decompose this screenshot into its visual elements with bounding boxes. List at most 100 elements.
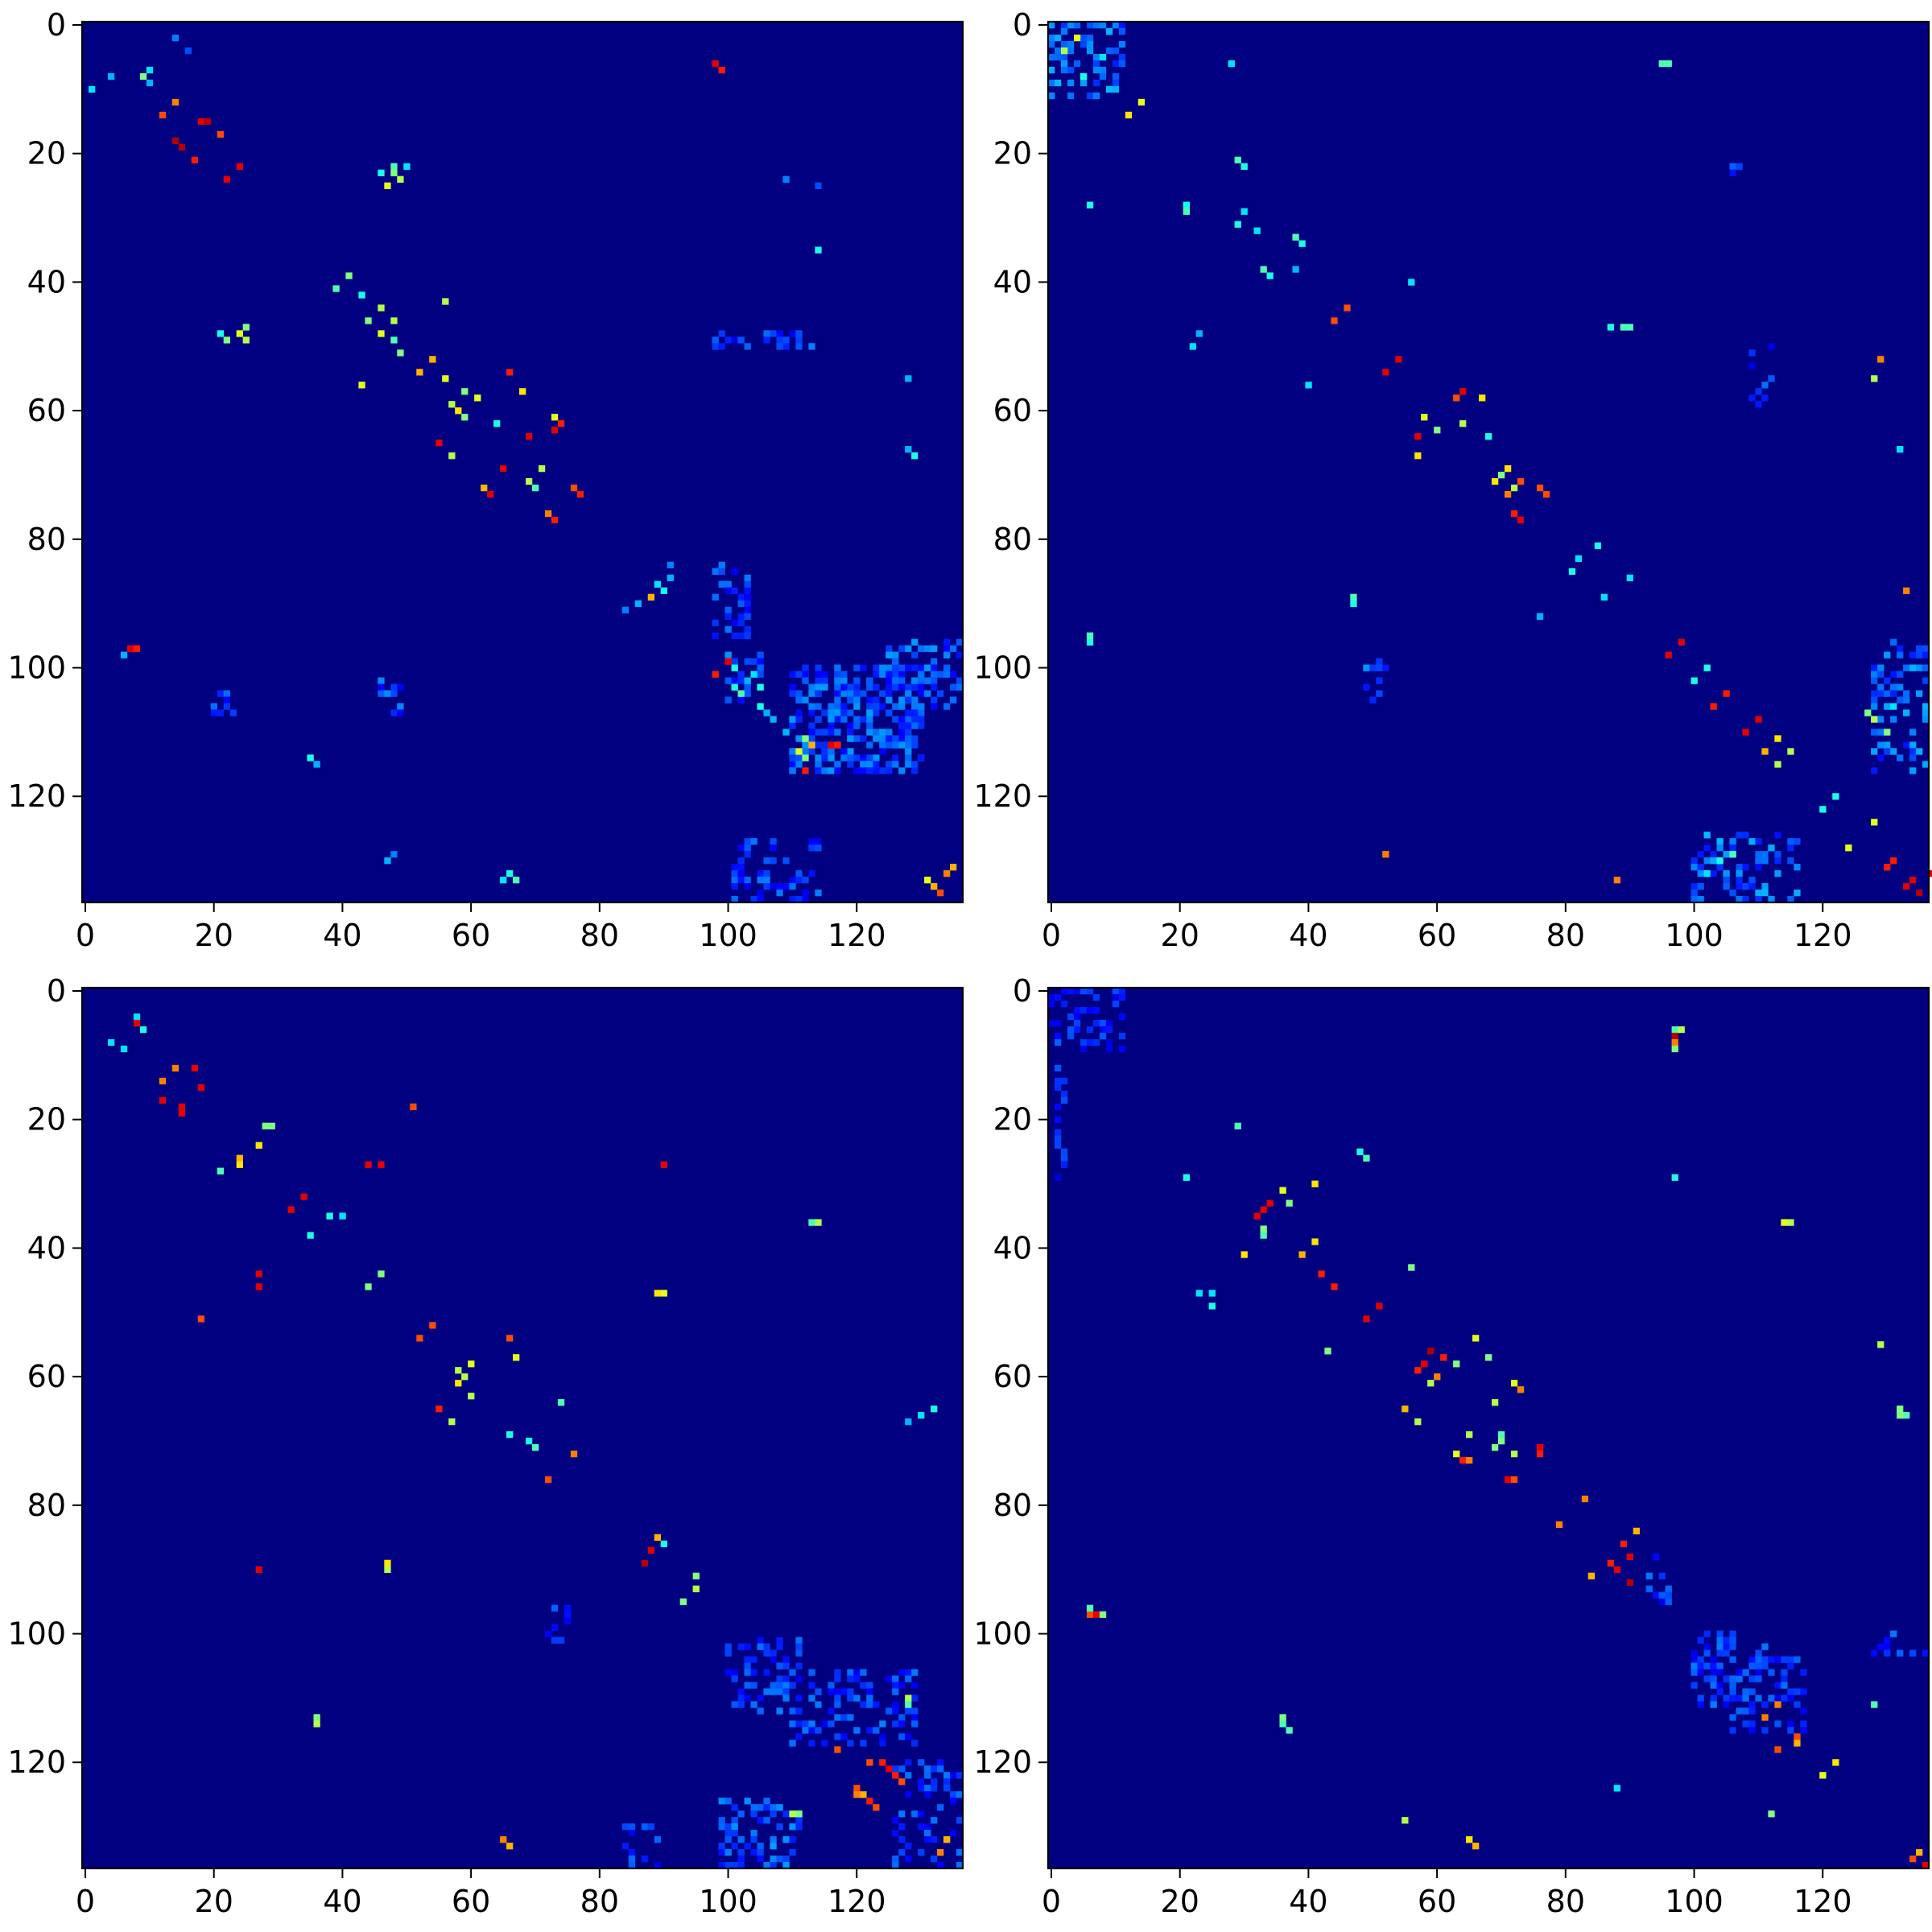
heatmap-band-cell	[1067, 1026, 1075, 1034]
heatmap-band-cell	[1761, 1701, 1769, 1708]
heatmap-band-cell	[1916, 690, 1923, 697]
heatmap-band-cell	[905, 1675, 912, 1682]
y-tick-label: 20	[27, 1102, 66, 1137]
heatmap-band-cell	[1922, 651, 1930, 658]
heatmap-band-cell	[886, 761, 893, 768]
heatmap-band-cell	[1363, 664, 1370, 671]
heatmap-band-cell	[943, 703, 951, 710]
heatmap-cell	[1510, 510, 1518, 518]
heatmap-band-cell	[840, 709, 848, 716]
heatmap-band-cell	[873, 671, 880, 678]
heatmap-band-cell	[737, 1836, 745, 1843]
heatmap-band-cell	[866, 683, 873, 691]
heatmap-cell	[724, 658, 732, 665]
heatmap-cell	[313, 1714, 320, 1721]
heatmap-band-cell	[770, 1862, 777, 1869]
x-tick-label: 60	[452, 1884, 490, 1919]
heatmap-band-cell	[1054, 34, 1062, 42]
heatmap-band-cell	[1048, 40, 1055, 48]
heatmap-cell	[943, 870, 951, 877]
heatmap-cell	[1613, 1785, 1621, 1792]
heatmap-band-cell	[718, 330, 725, 337]
heatmap-band-cell	[802, 1727, 809, 1734]
heatmap-cell	[1408, 1264, 1415, 1271]
heatmap-band-cell	[808, 735, 815, 742]
heatmap-band-cell	[1884, 703, 1891, 710]
heatmap-band-cell	[1690, 864, 1698, 871]
heatmap-band-cell	[744, 613, 751, 620]
heatmap-cell	[1376, 1302, 1383, 1310]
heatmap-band-cell	[808, 1740, 815, 1747]
heatmap-band-cell	[1761, 394, 1769, 402]
heatmap-band-cell	[744, 1695, 751, 1702]
heatmap-cell	[390, 163, 398, 170]
heatmap-cell	[1125, 111, 1133, 119]
heatmap-cell	[493, 420, 501, 427]
heatmap-band-cell	[1787, 1662, 1794, 1670]
heatmap-cell	[1073, 34, 1081, 42]
heatmap-cell	[159, 1077, 167, 1085]
heatmap-band-cell	[1048, 92, 1055, 100]
heatmap-band-cell	[815, 844, 822, 852]
heatmap-cell	[171, 34, 180, 42]
heatmap-band-cell	[1877, 729, 1885, 736]
heatmap-band-cell	[763, 857, 770, 865]
heatmap-band-cell	[776, 1643, 783, 1650]
heatmap-cell	[500, 877, 507, 884]
heatmap-band-cell	[898, 671, 906, 678]
heatmap-band-cell	[789, 330, 796, 337]
heatmap-band-cell	[1716, 844, 1724, 852]
heatmap-band-cell	[815, 677, 822, 684]
heatmap-band-cell	[1742, 1707, 1749, 1715]
heatmap-cell	[390, 336, 398, 344]
heatmap-band-cell	[956, 1817, 964, 1824]
heatmap-cell	[300, 1193, 308, 1200]
heatmap-band-cell	[770, 883, 777, 890]
heatmap-band-cell	[1369, 696, 1377, 704]
heatmap-band-cell	[821, 709, 828, 716]
heatmap-cell	[1903, 883, 1910, 890]
heatmap-cell	[1884, 729, 1891, 736]
heatmap-band-cell	[1703, 1643, 1711, 1650]
heatmap-cell	[416, 369, 423, 376]
heatmap-band-cell	[1099, 72, 1107, 80]
heatmap-cell	[808, 741, 815, 749]
x-tick-label: 20	[1161, 918, 1199, 953]
heatmap-band-cell	[750, 1701, 758, 1708]
heatmap-band-cell	[737, 1862, 745, 1869]
heatmap-cell	[171, 98, 180, 106]
heatmap-band-cell	[1710, 1682, 1717, 1689]
heatmap-band-cell	[918, 1849, 925, 1856]
heatmap-cell	[1266, 272, 1274, 279]
heatmap-cell	[1260, 1232, 1267, 1239]
heatmap-band-cell	[1774, 851, 1781, 858]
heatmap-band-cell	[1060, 53, 1068, 61]
heatmap-band-cell	[789, 767, 796, 774]
heatmap-band-cell	[847, 683, 854, 691]
heatmap-cell	[1504, 1476, 1512, 1484]
heatmap-band-cell	[924, 1791, 931, 1798]
heatmap-band-cell	[1118, 22, 1126, 29]
heatmap-band-cell	[744, 1843, 751, 1850]
heatmap-band-cell	[621, 1843, 630, 1850]
heatmap-band-cell	[886, 664, 893, 671]
heatmap-band-cell	[1048, 993, 1055, 1001]
heatmap-band-cell	[931, 683, 938, 691]
heatmap-band-cell	[821, 767, 828, 774]
heatmap-cell	[474, 394, 481, 402]
heatmap-cell	[551, 427, 559, 434]
heatmap-band-cell	[750, 1656, 758, 1663]
heatmap-band-cell	[937, 671, 944, 678]
x-tick-label: 100	[1665, 1884, 1724, 1919]
heatmap-band-cell	[1054, 47, 1062, 55]
heatmap-band-cell	[1729, 1630, 1736, 1637]
heatmap-band-cell	[724, 1836, 732, 1843]
x-tick-label: 40	[1289, 1884, 1327, 1919]
heatmap-band-cell	[1742, 864, 1749, 871]
heatmap-band-cell	[911, 1707, 919, 1715]
heatmap-band-cell	[1080, 1038, 1088, 1046]
heatmap-band-cell	[1761, 1643, 1769, 1650]
heatmap-band-cell	[828, 703, 835, 710]
heatmap-cell	[1491, 477, 1499, 485]
heatmap-cell	[525, 1437, 533, 1445]
